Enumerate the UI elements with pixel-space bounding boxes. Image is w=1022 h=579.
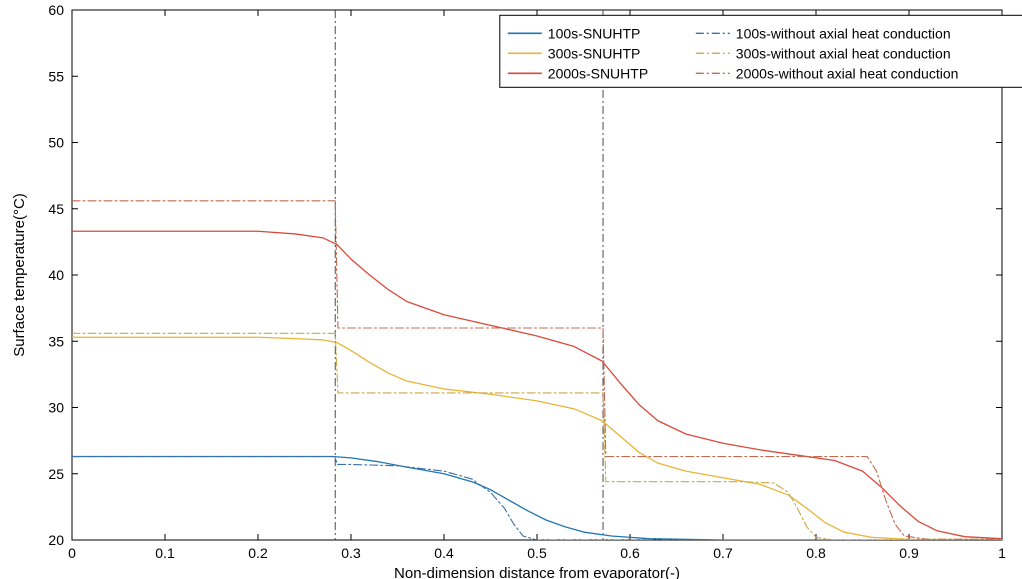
legend: 100s-SNUHTP 100s-without axial heat condu… <box>500 15 1022 87</box>
legend-label: 100s-without axial heat conduction <box>736 25 951 41</box>
y-axis-label: Surface temperature(°C) <box>11 193 28 357</box>
ytick-label: 40 <box>48 267 64 283</box>
ytick-label: 20 <box>48 532 64 548</box>
xtick-label: 0 <box>68 545 76 561</box>
xtick-label: 0.9 <box>899 545 919 561</box>
ytick-label: 45 <box>48 201 64 217</box>
x-axis-label: Non-dimension distance from evaporator(-… <box>394 565 680 579</box>
ytick-label: 25 <box>48 466 64 482</box>
xtick-label: 0.6 <box>620 545 640 561</box>
xtick-label: 0.2 <box>248 545 268 561</box>
xtick-label: 1 <box>998 545 1006 561</box>
xtick-label: 0.3 <box>341 545 361 561</box>
xtick-label: 0.8 <box>806 545 826 561</box>
legend-label: 2000s-without axial heat conduction <box>736 65 959 81</box>
legend-label: 300s-SNUHTP <box>548 45 641 61</box>
line-chart: 0 0.1 0.2 0.3 0.4 0.5 0.6 0.7 0.8 0.9 1 20 25 30 35 40 4… <box>0 0 1022 579</box>
ytick-label: 60 <box>48 2 64 18</box>
ytick-label: 50 <box>48 135 64 151</box>
ytick-label: 55 <box>48 68 64 84</box>
ytick-label: 30 <box>48 400 64 416</box>
legend-label: 2000s-SNUHTP <box>548 65 648 81</box>
ytick-label: 35 <box>48 333 64 349</box>
legend-label: 100s-SNUHTP <box>548 25 641 41</box>
xtick-label: 0.4 <box>434 545 454 561</box>
legend-label: 300s-without axial heat conduction <box>736 45 951 61</box>
chart-container: 0 0.1 0.2 0.3 0.4 0.5 0.6 0.7 0.8 0.9 1 20 25 30 35 40 4… <box>0 0 1022 579</box>
xtick-label: 0.5 <box>527 545 547 561</box>
xtick-label: 0.1 <box>155 545 175 561</box>
xtick-label: 0.7 <box>713 545 733 561</box>
